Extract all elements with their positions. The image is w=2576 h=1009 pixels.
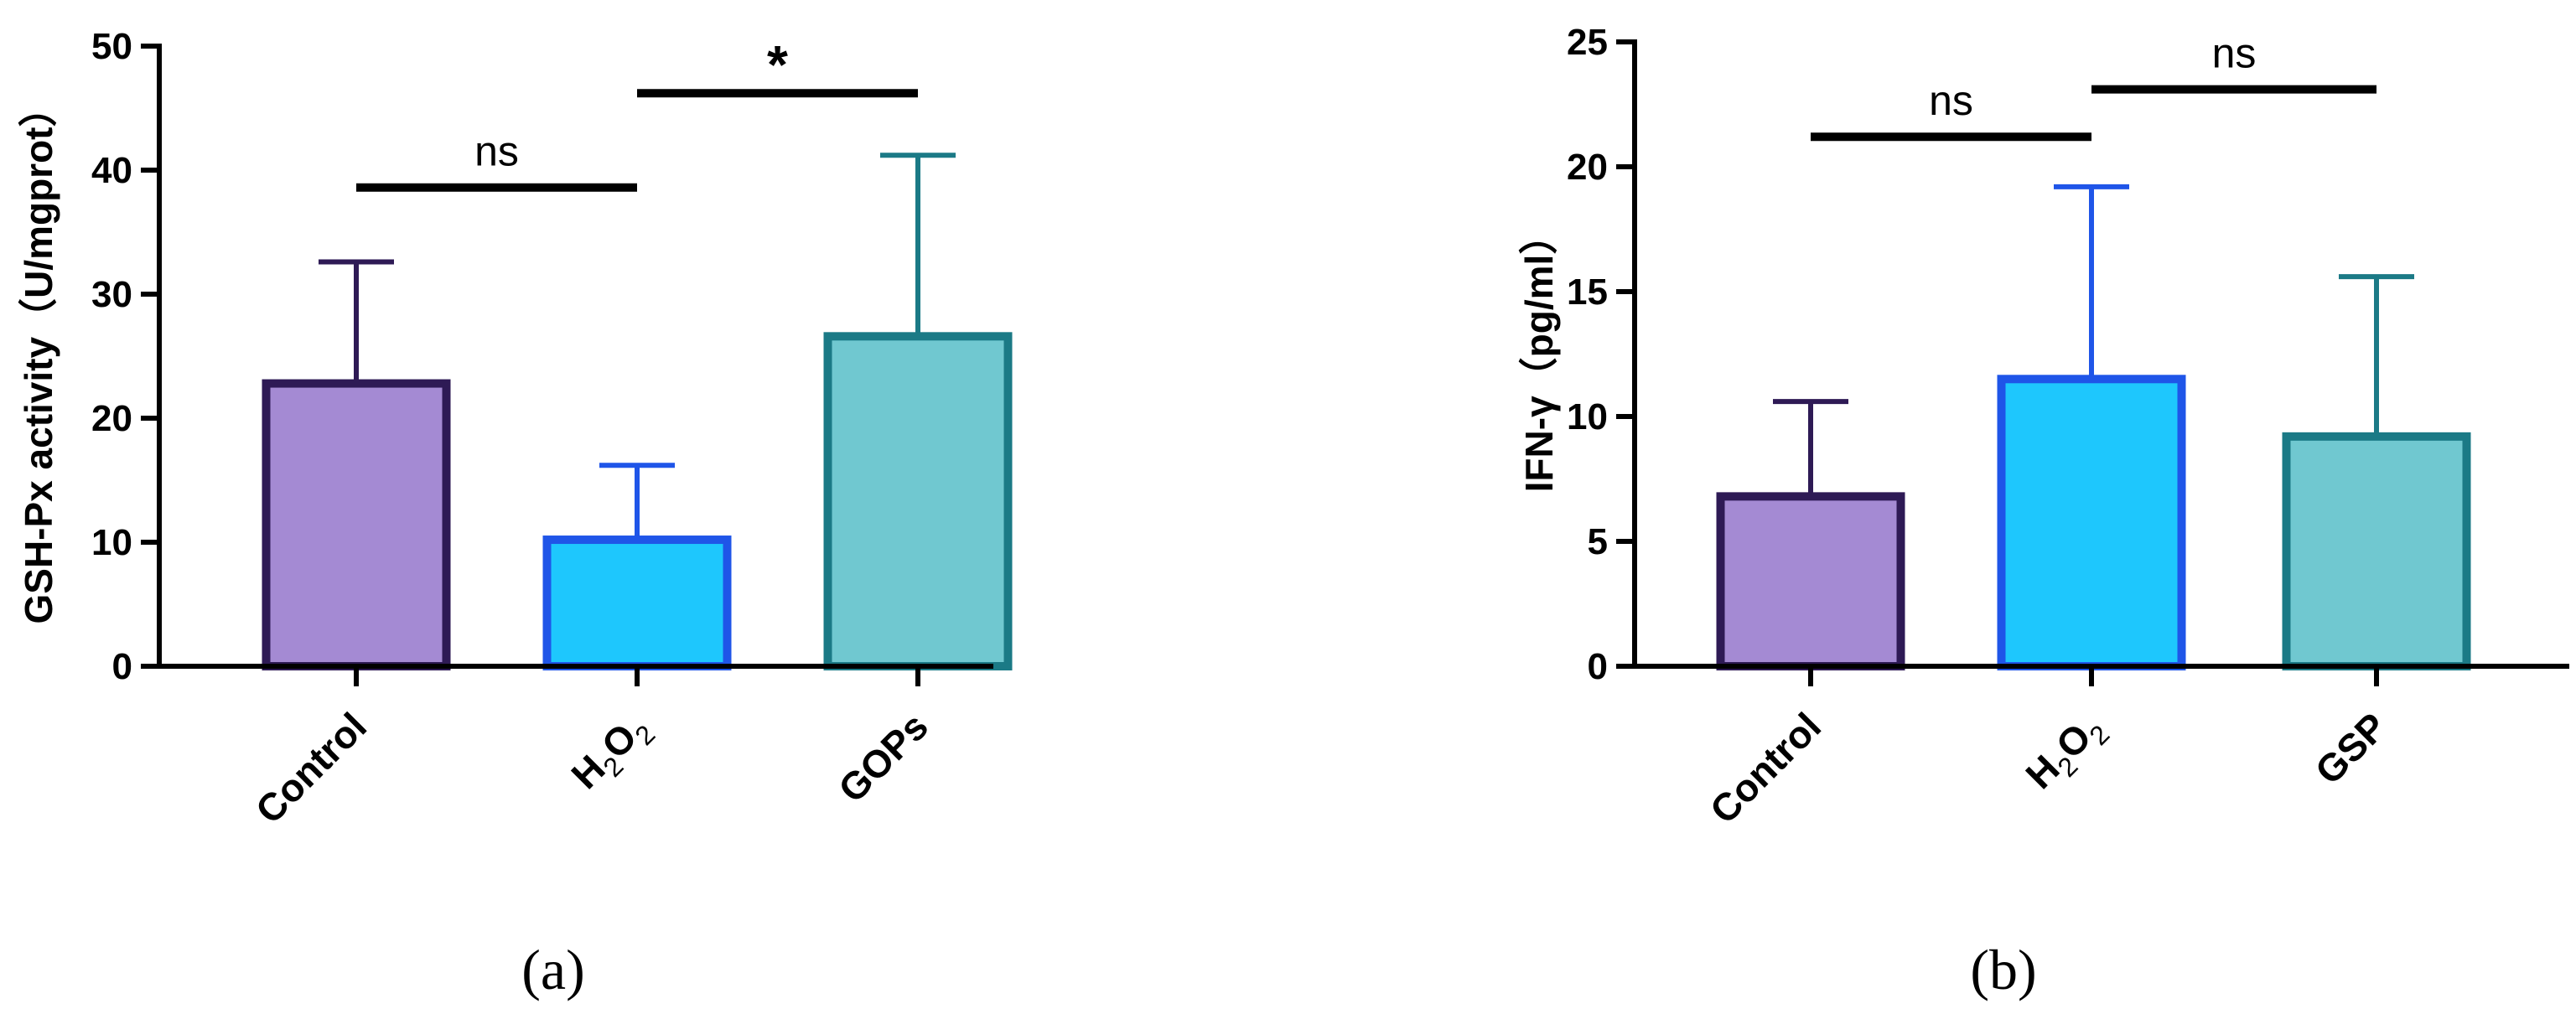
y-tick-label: 25: [1567, 22, 1608, 63]
bar: [2282, 432, 2471, 671]
panel-label: (a): [521, 938, 584, 1001]
x-tick-label: Control: [247, 704, 375, 831]
bar: [823, 332, 1013, 670]
y-tick-label: 20: [91, 398, 132, 439]
significance-label: ns: [1929, 77, 1973, 124]
x-tick-label: GSP: [2307, 704, 2395, 792]
x-tick-label: H2O2: [2017, 704, 2115, 802]
y-tick-label: 5: [1588, 521, 1608, 562]
y-tick-label: 50: [91, 26, 132, 67]
y-tick-label: 15: [1567, 272, 1608, 313]
y-tick-label: 40: [91, 150, 132, 191]
chart-panel-a: 0 10 20 30 40 50 Control H2O2 GOPs GSH-Px activit…: [17, 26, 1013, 1001]
x-tick-label: GOPs: [830, 704, 936, 810]
y-axis-title: IFN-γ（pg/ml）: [1517, 216, 1561, 493]
significance-label: ns: [2212, 30, 2257, 77]
chart-panel-b: 0 5 10 15 20 25 Control H2O2 GSP IFN-γ（pg/ml） ns ns…: [1517, 22, 2569, 1001]
significance-label: *: [767, 34, 788, 95]
y-tick-label: 20: [1567, 147, 1608, 188]
bar: [1997, 375, 2186, 670]
bar: [262, 379, 451, 670]
bar: [542, 536, 732, 670]
y-tick-label: 10: [91, 522, 132, 563]
bar: [1716, 492, 1905, 670]
panel-label: (b): [1970, 938, 2036, 1001]
x-tick-label: H2O2: [562, 704, 661, 802]
significance-label: ns: [474, 128, 519, 175]
y-tick-label: 0: [112, 646, 132, 687]
y-tick-label: 30: [91, 274, 132, 315]
y-axis-title: GSH-Px activity（U/mgprot）: [17, 89, 60, 624]
y-tick-label: 0: [1588, 646, 1608, 687]
y-tick-label: 10: [1567, 396, 1608, 437]
x-tick-label: Control: [1702, 704, 1829, 831]
